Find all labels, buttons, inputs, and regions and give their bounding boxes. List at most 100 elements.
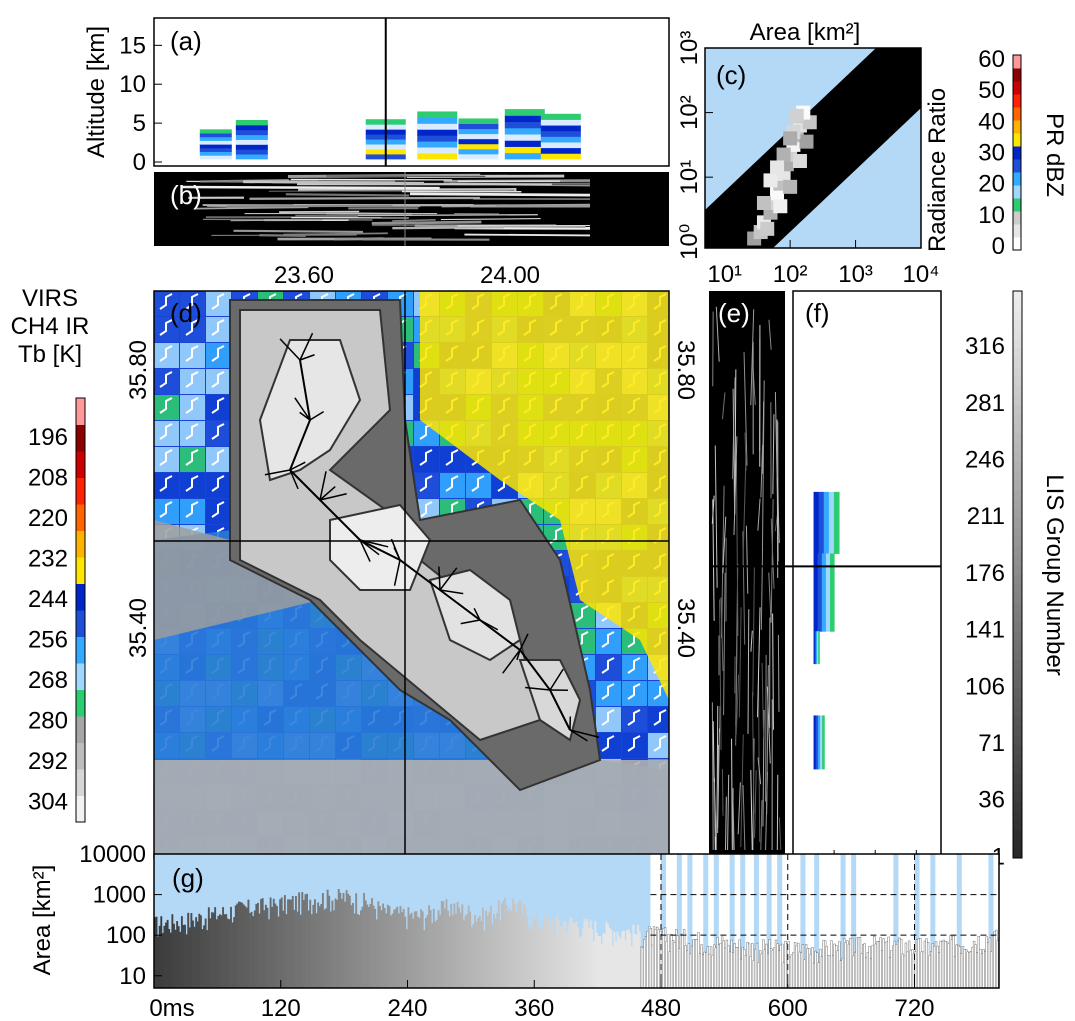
- panel-e-streak: [735, 674, 740, 736]
- panel-c-xtick: 10³: [838, 261, 873, 288]
- panel-f-cell: [828, 522, 835, 530]
- panel-e-streak: [735, 638, 738, 746]
- panel-g-bar: [215, 919, 218, 988]
- panel-g-bar: [635, 934, 638, 988]
- panel-d-tile-mark: [185, 449, 199, 466]
- lis-colorbar-swatch: [1013, 376, 1022, 386]
- pr-colorbar-frame: [1012, 54, 1022, 251]
- panel-d-tile-mark: [211, 475, 225, 492]
- panel-d-tile-mark: [601, 657, 615, 674]
- panel-g-bar: [302, 899, 305, 988]
- panel-g-bar: [561, 926, 564, 988]
- panel-f-cell: [818, 528, 825, 536]
- panel-b-streak: [409, 192, 591, 197]
- panel-g-bar: [261, 898, 264, 988]
- panel-g-sky: [661, 854, 666, 988]
- panel-g-bar: [605, 921, 608, 988]
- panel-e-streak: [761, 380, 765, 551]
- panel-a-echo-cell: [235, 120, 268, 126]
- panel-g-sky: [703, 854, 709, 988]
- panel-g-bar: [247, 899, 250, 988]
- panel-g-bar: [496, 912, 499, 988]
- panel-g-bar: [274, 903, 277, 988]
- panel-g-bar: [519, 900, 522, 988]
- panel-g-bar: [225, 914, 228, 988]
- panel-f-cell: [830, 592, 835, 600]
- panel-a-echo-cell: [199, 136, 232, 141]
- virs-colorbar-tick: 232: [28, 546, 68, 573]
- panel-g-bar: [575, 921, 578, 988]
- lis-colorbar-tick: 36: [978, 787, 1005, 814]
- panel-d-tile-mark: [159, 293, 173, 310]
- panel-f-cell: [818, 657, 820, 665]
- panel-d-tile-mark: [185, 319, 199, 336]
- panel-g-bar: [287, 899, 289, 988]
- panel-a-echo-cell: [417, 152, 458, 160]
- panel-e-streak: [738, 607, 742, 718]
- panel-g-bar: [163, 925, 166, 988]
- panel-f-cell: [815, 728, 819, 736]
- panel-g-bar: [439, 915, 442, 988]
- panel-f-cell: [833, 541, 840, 548]
- panel-e-streak: [760, 800, 763, 851]
- panel-f-cell: [813, 528, 820, 536]
- lis-colorbar-tick: 211: [967, 503, 1005, 530]
- panel-g-bar: [626, 930, 629, 988]
- panel-g-bar: [423, 930, 426, 988]
- virs-colorbar-swatch: [76, 716, 85, 743]
- panel-g-bar: [154, 917, 156, 988]
- panel-g-bar: [184, 924, 186, 988]
- panel-g-bar: [329, 911, 332, 988]
- pr-colorbar-ticks: 0 10 20 30 40 50 60: [978, 46, 1005, 260]
- lis-colorbar-tick: 106: [965, 673, 1005, 700]
- panel-g-bar: [217, 915, 220, 988]
- panel-g-sky: [988, 854, 994, 988]
- panel-g-xtick: 240: [387, 995, 427, 1021]
- panel-e-streak: [768, 319, 772, 350]
- panel-g-bar: [399, 906, 402, 988]
- panel-d-branch: [289, 461, 306, 471]
- panel-g-bar: [383, 908, 386, 988]
- panel-a-echo-cell: [458, 118, 499, 124]
- panel-g-bar: [182, 924, 185, 988]
- panel-g-bar: [234, 905, 237, 988]
- panel-f-cell: [830, 559, 835, 567]
- panel-g-bar: [532, 916, 535, 988]
- virs-colorbar-tick: 208: [28, 465, 68, 492]
- panel-a-echo-cell: [199, 129, 232, 134]
- panel-c-xtick: 10¹: [707, 261, 742, 288]
- panel-g-bar: [358, 915, 361, 988]
- pr-colorbar-tick: 10: [978, 202, 1005, 229]
- panel-g-bar: [237, 901, 240, 988]
- panel-g-bar: [453, 903, 456, 988]
- panel-f-cell: [813, 657, 816, 665]
- panel-g-bar: [478, 915, 481, 988]
- panel-a-echo-cell: [199, 133, 232, 138]
- panel-g-bar: [534, 920, 537, 988]
- panel-d-tile-mark: [211, 449, 225, 466]
- panel-f-cell: [818, 498, 825, 505]
- panel-a-echo-cell: [417, 111, 458, 118]
- panel-e-streak: [717, 728, 720, 834]
- lis-colorbar-swatch: [1013, 394, 1022, 405]
- panel-f-cell: [833, 498, 840, 505]
- panel-g-sky: [814, 854, 820, 988]
- panel-g-bar: [459, 912, 462, 988]
- panel-g-bar: [203, 925, 205, 988]
- panel-g-bar: [456, 901, 459, 988]
- panel-f-cell: [819, 742, 823, 750]
- panel-f-cell: [817, 585, 823, 593]
- panel-e-streak: [727, 774, 730, 851]
- panel-d-branch: [438, 566, 441, 591]
- panel-d-tile-mark: [159, 449, 173, 466]
- panel-e-streak: [751, 692, 755, 813]
- panel-g-bar: [356, 913, 359, 988]
- lis-colorbar-swatch: [1013, 451, 1022, 462]
- lis-colorbar-swatch: [1013, 508, 1022, 519]
- virs-colorbar-swatch: [76, 769, 85, 796]
- panel-g-bar: [241, 902, 244, 988]
- panel-f-cell: [813, 491, 820, 499]
- panel-d-branch: [319, 471, 327, 501]
- pr-colorbar-swatch: [1013, 107, 1021, 121]
- panel-f-cell: [817, 572, 823, 580]
